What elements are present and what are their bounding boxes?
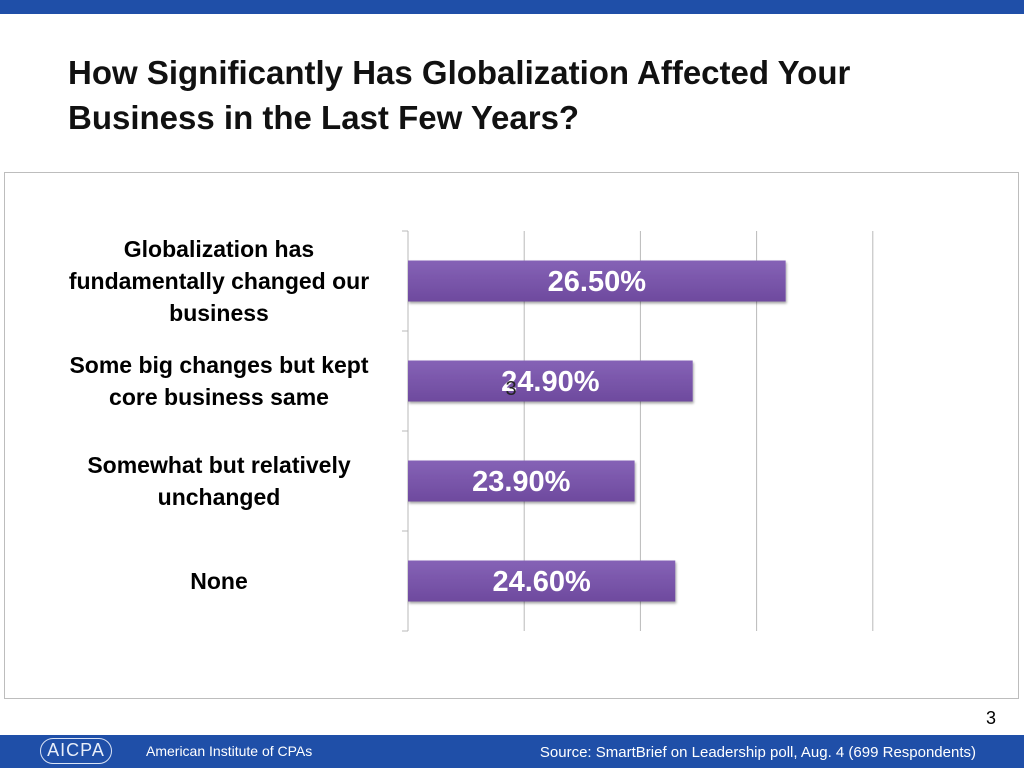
data-label: 24.90%	[501, 366, 600, 398]
chart-frame: 26.50% Globalization has fundamentally cha…	[4, 172, 1019, 699]
data-label: 24.60%	[492, 566, 591, 598]
slide-number: 3	[985, 708, 996, 728]
data-label: 23.90%	[472, 466, 571, 498]
bar	[408, 560, 676, 602]
category-label: Somewhat but relatively unchanged	[87, 452, 351, 510]
bar	[408, 260, 786, 302]
bar	[408, 360, 693, 402]
stray-digit: 3	[505, 378, 516, 400]
data-label: 26.50%	[548, 266, 647, 298]
organization-name: American Institute of CPAs	[146, 743, 313, 759]
category-label: None	[190, 568, 248, 594]
category-label: Globalization has fundamentally changed o…	[69, 236, 369, 326]
footer-bar: AICPA American Institute of CPAs Source:…	[0, 735, 1024, 768]
bar	[408, 460, 635, 502]
source-note: Source: SmartBrief on Leadership poll, A…	[539, 744, 976, 761]
slide-title: How Significantly Has Globalization Affe…	[68, 54, 851, 136]
bar-chart: 26.50% Globalization has fundamentally cha…	[69, 230, 874, 632]
aicpa-logo: AICPA	[40, 738, 112, 764]
category-label: Some big changes but kept core business s…	[69, 352, 368, 410]
header-bar	[0, 0, 1024, 14]
